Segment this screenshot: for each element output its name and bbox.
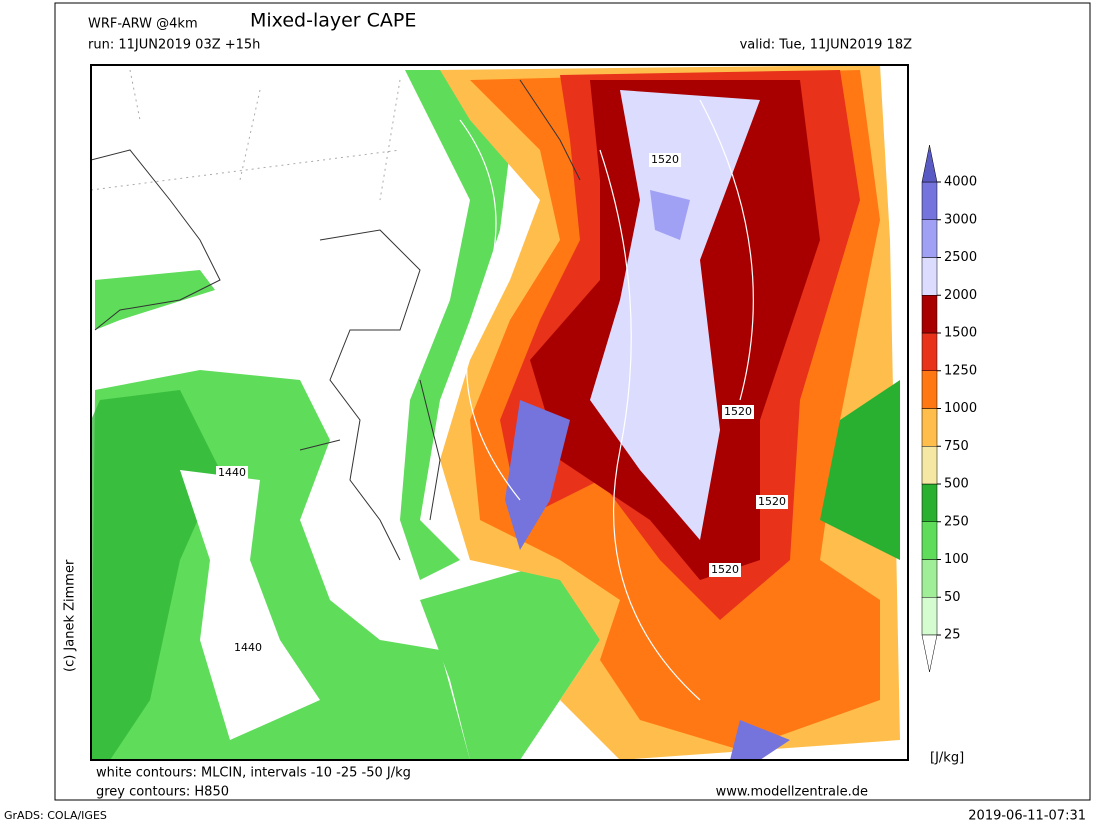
frame bbox=[54, 2, 1091, 801]
colorbar-swatch bbox=[921, 219, 938, 258]
contour-label-bg bbox=[216, 466, 248, 480]
grey-contour-note: grey contours: H850 bbox=[96, 785, 229, 800]
white-contour-note: white contours: MLCIN, intervals -10 -25… bbox=[96, 766, 411, 781]
colorbar-label: 750 bbox=[944, 439, 969, 454]
contour-label-bg bbox=[232, 641, 264, 655]
colorbar-label: 1250 bbox=[944, 363, 977, 378]
colorbar-label: 4000 bbox=[944, 175, 977, 190]
colorbar-label: 1000 bbox=[944, 401, 977, 416]
valid-label: valid: Tue, 11JUN2019 18Z bbox=[740, 38, 912, 53]
contour-label-bg bbox=[709, 563, 741, 577]
colorbar-label: 2000 bbox=[944, 288, 977, 303]
colorbar-above bbox=[921, 144, 938, 183]
colorbar-below bbox=[921, 634, 938, 673]
contour-label: 1520 bbox=[711, 563, 739, 576]
contour-label-bg bbox=[649, 153, 681, 167]
colorbar-label: 2500 bbox=[944, 250, 977, 265]
colorbar-swatch bbox=[921, 521, 938, 560]
contour-label: 1520 bbox=[651, 153, 679, 166]
colorbar-label: 250 bbox=[944, 514, 969, 529]
map-border bbox=[90, 64, 909, 761]
contour-label: 1440 bbox=[234, 641, 262, 654]
colorbar-swatch bbox=[921, 483, 938, 522]
contour-label-bg bbox=[722, 405, 754, 419]
contour-label-bg bbox=[756, 495, 788, 509]
colorbar-label: 500 bbox=[944, 477, 969, 492]
colorbar-swatch bbox=[921, 408, 938, 447]
run-label: run: 11JUN2019 03Z +15h bbox=[88, 38, 260, 53]
colorbar-swatch bbox=[921, 295, 938, 334]
timestamp: 2019-06-11-07:31 bbox=[968, 809, 1086, 824]
colorbar-swatch bbox=[921, 332, 938, 371]
contour-label: 1440 bbox=[218, 466, 246, 479]
map-title: Mixed-layer CAPE bbox=[250, 10, 416, 32]
colorbar-swatch bbox=[921, 559, 938, 598]
contour-label: 1520 bbox=[724, 405, 752, 418]
colorbar-swatch bbox=[921, 446, 938, 485]
colorbar-label: 50 bbox=[944, 590, 961, 605]
colorbar-swatch bbox=[921, 597, 938, 636]
credit: (c) Janek Zimmer bbox=[63, 559, 78, 672]
grads-label: GrADS: COLA/IGES bbox=[4, 809, 107, 822]
colorbar-label: 100 bbox=[944, 552, 969, 567]
colorbar-label: 25 bbox=[944, 628, 961, 643]
website: www.modellzentrale.de bbox=[716, 785, 868, 800]
contour-label: 1520 bbox=[758, 495, 786, 508]
unit-label: [J/kg] bbox=[930, 751, 964, 766]
colorbar-label: 1500 bbox=[944, 326, 977, 341]
map bbox=[91, 65, 908, 760]
colorbar-swatch bbox=[921, 370, 938, 409]
colorbar-swatch bbox=[921, 181, 938, 220]
colorbar-swatch bbox=[921, 257, 938, 296]
model-label: WRF-ARW @4km bbox=[88, 17, 198, 32]
colorbar-label: 3000 bbox=[944, 212, 977, 227]
